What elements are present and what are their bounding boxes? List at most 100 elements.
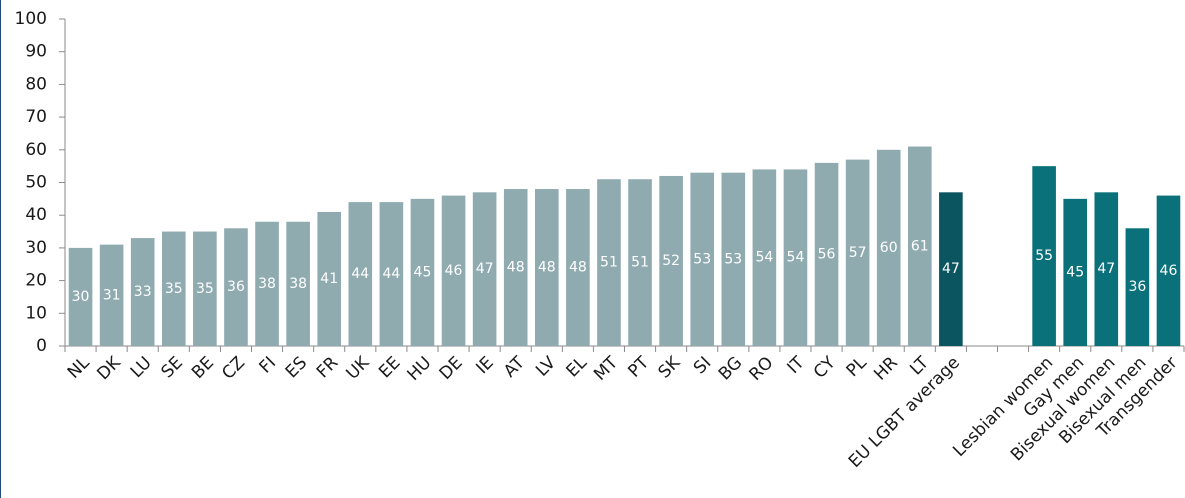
y-tick-label: 100 — [15, 9, 47, 29]
value-label: 45 — [1066, 264, 1084, 280]
y-tick-label: 40 — [25, 205, 47, 225]
value-label: 30 — [72, 289, 90, 305]
bar — [597, 179, 621, 346]
value-label: 35 — [196, 281, 214, 297]
x-tick-label: CY — [810, 353, 840, 383]
x-tick-label: IE — [472, 353, 497, 378]
value-label: 51 — [631, 255, 649, 271]
bar — [410, 198, 435, 346]
bar — [845, 159, 870, 346]
bar — [1125, 228, 1150, 346]
x-tick-label: SE — [157, 353, 186, 382]
x-tick-label: EL — [563, 353, 592, 382]
value-label: 54 — [755, 250, 773, 266]
bar — [1063, 198, 1088, 346]
bar — [566, 189, 590, 346]
value-label: 38 — [289, 276, 307, 292]
bar — [99, 244, 124, 346]
x-tick-label: HU — [404, 353, 436, 385]
value-label: 53 — [693, 251, 711, 267]
bar — [939, 192, 963, 346]
bar — [193, 231, 217, 346]
bar — [907, 146, 932, 346]
value-label: 31 — [103, 287, 121, 303]
x-tick-label: BE — [188, 353, 218, 383]
bar — [472, 192, 497, 346]
x-tick-label: DK — [93, 352, 125, 384]
value-label: 41 — [320, 271, 338, 287]
value-label: 44 — [382, 266, 400, 282]
bar — [379, 202, 404, 346]
y-tick-label: 90 — [25, 42, 47, 62]
value-label: 48 — [569, 260, 587, 276]
x-tick-label: MT — [590, 353, 622, 385]
bar — [503, 189, 528, 346]
x-tick-label: NL — [64, 353, 94, 383]
value-label: 53 — [724, 251, 742, 267]
x-tick-label: PT — [624, 352, 653, 381]
bar — [317, 211, 342, 346]
bar — [534, 189, 559, 346]
bar — [1156, 195, 1181, 346]
y-tick-label: 30 — [25, 238, 47, 258]
x-tick-label: AT — [500, 353, 529, 382]
value-label: 47 — [942, 261, 960, 277]
value-label: 45 — [414, 264, 432, 280]
x-tick-label: LU — [127, 353, 156, 382]
bar — [68, 247, 93, 346]
value-label: 46 — [1160, 263, 1178, 279]
value-label: 61 — [911, 238, 929, 254]
bar — [255, 221, 279, 346]
value-label: 36 — [227, 279, 245, 295]
x-tick-label: PL — [843, 353, 871, 381]
bar — [1094, 192, 1119, 346]
x-tick-label: SK — [655, 352, 685, 382]
value-label: 33 — [134, 284, 152, 300]
bar — [628, 179, 652, 346]
bar — [814, 162, 839, 346]
value-label: 47 — [1097, 261, 1115, 277]
x-tick-label: DE — [436, 353, 467, 384]
value-label: 38 — [258, 276, 276, 292]
value-label: 46 — [445, 263, 463, 279]
bar — [721, 172, 746, 346]
bar — [161, 231, 186, 346]
x-tick-label: RO — [745, 353, 777, 385]
value-label: 48 — [538, 260, 556, 276]
bar — [286, 221, 310, 346]
bar — [659, 175, 683, 346]
x-tick-label: FI — [256, 353, 281, 378]
x-tick-label: UK — [343, 352, 374, 383]
bar — [130, 238, 155, 346]
x-tick-label: BG — [715, 353, 746, 384]
bar — [1032, 166, 1056, 346]
bar — [752, 169, 777, 346]
value-label: 55 — [1035, 248, 1053, 264]
value-label: 57 — [849, 245, 867, 261]
value-label: 52 — [662, 253, 680, 269]
value-label: 44 — [351, 266, 369, 282]
x-tick-label: LV — [532, 353, 560, 381]
bar — [348, 202, 373, 346]
bar — [224, 228, 248, 346]
value-label: 60 — [880, 240, 898, 256]
y-tick-label: 0 — [36, 336, 47, 356]
bar — [783, 169, 808, 346]
y-tick-label: 60 — [25, 140, 47, 160]
y-tick-label: 20 — [25, 271, 47, 291]
value-label: 36 — [1128, 279, 1146, 295]
value-label: 48 — [507, 260, 525, 276]
x-tick-label: FR — [313, 353, 343, 383]
x-tick-label: HR — [870, 353, 902, 385]
value-label: 56 — [818, 246, 836, 262]
y-tick-label: 70 — [25, 107, 47, 127]
value-label: 35 — [165, 281, 183, 297]
x-tick-label: EE — [375, 353, 404, 382]
bar — [876, 149, 901, 346]
value-label: 47 — [476, 261, 494, 277]
y-tick-label: 10 — [25, 303, 47, 323]
x-tick-label: SI — [690, 353, 715, 378]
bar — [441, 195, 466, 346]
y-tick-label: 50 — [25, 173, 47, 193]
